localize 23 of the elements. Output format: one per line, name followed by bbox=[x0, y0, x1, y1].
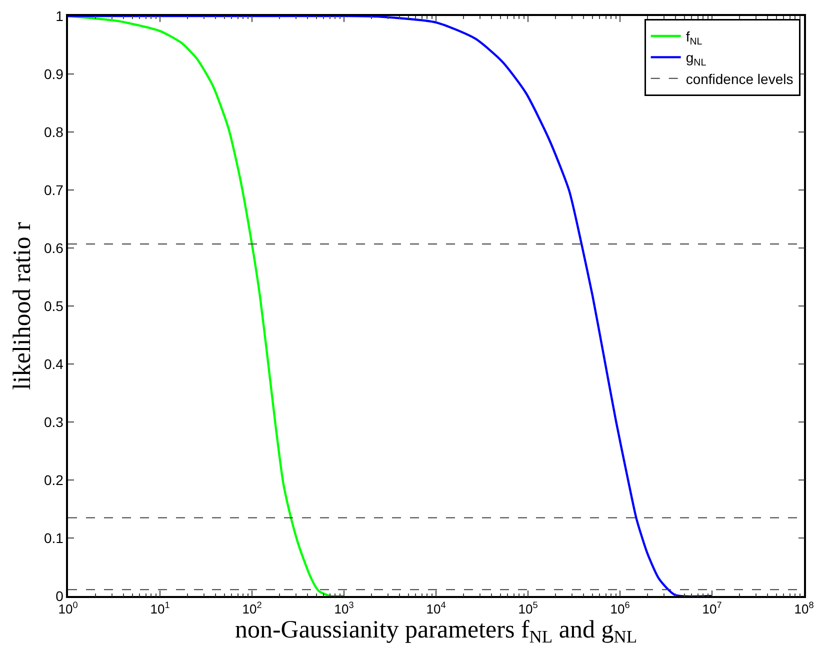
x-axis-title: non-Gaussianity parameters f$_{NL}$ and g$_{NL}$ bbox=[234, 616, 638, 647]
x-tick-label: 10$^{4}$ bbox=[426, 600, 446, 616]
x-tick-label: 10$^{1}$ bbox=[150, 600, 170, 616]
y-tick-label: 1 bbox=[56, 8, 64, 24]
x-tick-label: 10$^{3}$ bbox=[334, 600, 354, 616]
y-tick-label: 0.5 bbox=[44, 298, 64, 314]
x-tick-label: 10$^{6}$ bbox=[610, 600, 630, 616]
legend-label: f$_{NL}$ bbox=[686, 28, 703, 48]
y-tick-label: 0.7 bbox=[44, 182, 64, 198]
y-tick-label: 0.2 bbox=[44, 472, 64, 488]
legend-label: confidence levels bbox=[686, 70, 794, 87]
y-tick-label: 0.3 bbox=[44, 414, 64, 430]
x-tick-label: 10$^{8}$ bbox=[794, 600, 814, 616]
y-tick-label: 0.9 bbox=[44, 66, 64, 82]
y-tick-label: 0.1 bbox=[44, 530, 64, 546]
x-tick-label: 10$^{2}$ bbox=[242, 600, 262, 616]
y-axis-title: likelihood ratio r bbox=[9, 221, 36, 390]
x-tick-label: 10$^{5}$ bbox=[518, 600, 538, 616]
y-tick-label: 0.6 bbox=[44, 240, 64, 256]
y-tick-label: 0.4 bbox=[44, 356, 64, 372]
x-tick-label: 10$^{7}$ bbox=[702, 600, 722, 616]
legend-label: g$_{NL}$ bbox=[686, 50, 707, 69]
y-tick-label: 0.8 bbox=[44, 124, 64, 140]
